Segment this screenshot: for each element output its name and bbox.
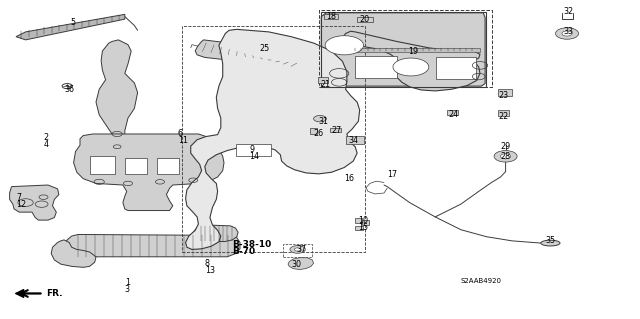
Text: 22: 22	[498, 112, 508, 121]
Text: 24: 24	[448, 110, 458, 119]
Bar	[283, 244, 312, 257]
Circle shape	[393, 58, 429, 76]
Circle shape	[500, 154, 511, 159]
Polygon shape	[288, 258, 314, 270]
Polygon shape	[321, 13, 485, 86]
Bar	[310, 128, 317, 134]
Polygon shape	[74, 134, 224, 211]
Circle shape	[325, 36, 364, 55]
Bar	[362, 220, 369, 225]
Text: 23: 23	[498, 91, 508, 100]
Circle shape	[294, 248, 301, 251]
Text: 15: 15	[358, 223, 369, 232]
Text: 34: 34	[349, 136, 359, 145]
Bar	[324, 14, 338, 19]
Polygon shape	[64, 234, 240, 257]
Text: 36: 36	[64, 85, 74, 94]
Text: 14: 14	[250, 152, 260, 161]
Bar	[330, 128, 341, 132]
Polygon shape	[186, 29, 360, 249]
Bar	[355, 218, 362, 223]
Bar	[157, 158, 179, 174]
Text: 10: 10	[358, 216, 369, 225]
Polygon shape	[96, 40, 138, 169]
Text: 13: 13	[205, 266, 215, 275]
Text: FR.: FR.	[46, 289, 63, 298]
Polygon shape	[10, 185, 59, 220]
Text: B-38-10: B-38-10	[232, 241, 271, 249]
Ellipse shape	[541, 240, 560, 246]
Bar	[125, 158, 147, 174]
Text: 19: 19	[408, 47, 419, 56]
Text: 4: 4	[44, 140, 49, 149]
Text: 37: 37	[296, 245, 307, 254]
Polygon shape	[192, 225, 238, 241]
Text: 7: 7	[16, 193, 21, 202]
Bar	[436, 57, 476, 79]
Text: 17: 17	[387, 170, 397, 179]
Text: 30: 30	[291, 260, 301, 269]
Text: 3: 3	[125, 285, 130, 294]
Bar	[318, 77, 328, 83]
Bar	[447, 110, 458, 115]
Circle shape	[494, 151, 517, 162]
Text: 21: 21	[320, 80, 330, 89]
Text: 26: 26	[314, 129, 324, 138]
Text: 29: 29	[500, 142, 511, 151]
Bar	[355, 226, 363, 230]
Bar	[346, 136, 364, 144]
Bar	[182, 26, 365, 252]
Polygon shape	[342, 31, 480, 91]
Bar	[236, 144, 271, 156]
Text: 25: 25	[259, 44, 269, 53]
Text: 5: 5	[70, 18, 76, 27]
Circle shape	[290, 246, 305, 253]
Text: 11: 11	[178, 137, 188, 145]
Polygon shape	[195, 40, 310, 68]
Polygon shape	[16, 14, 125, 40]
Text: 28: 28	[500, 152, 511, 161]
Bar	[90, 156, 115, 174]
Text: 16: 16	[344, 174, 355, 183]
Bar	[347, 48, 480, 52]
Text: 1: 1	[125, 278, 130, 287]
Text: 9: 9	[250, 145, 255, 154]
Bar	[357, 17, 373, 22]
Bar	[321, 12, 486, 87]
Circle shape	[314, 115, 326, 122]
Text: S2AAB4920: S2AAB4920	[461, 278, 502, 284]
Polygon shape	[51, 240, 96, 267]
Text: 6: 6	[178, 130, 183, 138]
Circle shape	[562, 31, 572, 36]
Bar	[498, 89, 512, 96]
Text: 18: 18	[326, 12, 337, 21]
Bar	[355, 56, 397, 78]
Bar	[319, 10, 492, 87]
Text: 8: 8	[205, 259, 210, 268]
Text: 12: 12	[16, 200, 26, 209]
Text: 2: 2	[44, 133, 49, 142]
Text: 20: 20	[360, 15, 370, 24]
Text: 33: 33	[563, 27, 573, 36]
Bar	[498, 110, 509, 116]
Text: 35: 35	[545, 236, 556, 245]
Text: 31: 31	[319, 117, 329, 126]
Circle shape	[556, 28, 579, 39]
Text: 32: 32	[563, 7, 573, 16]
Text: B-70: B-70	[232, 247, 255, 256]
Text: 27: 27	[332, 126, 342, 135]
